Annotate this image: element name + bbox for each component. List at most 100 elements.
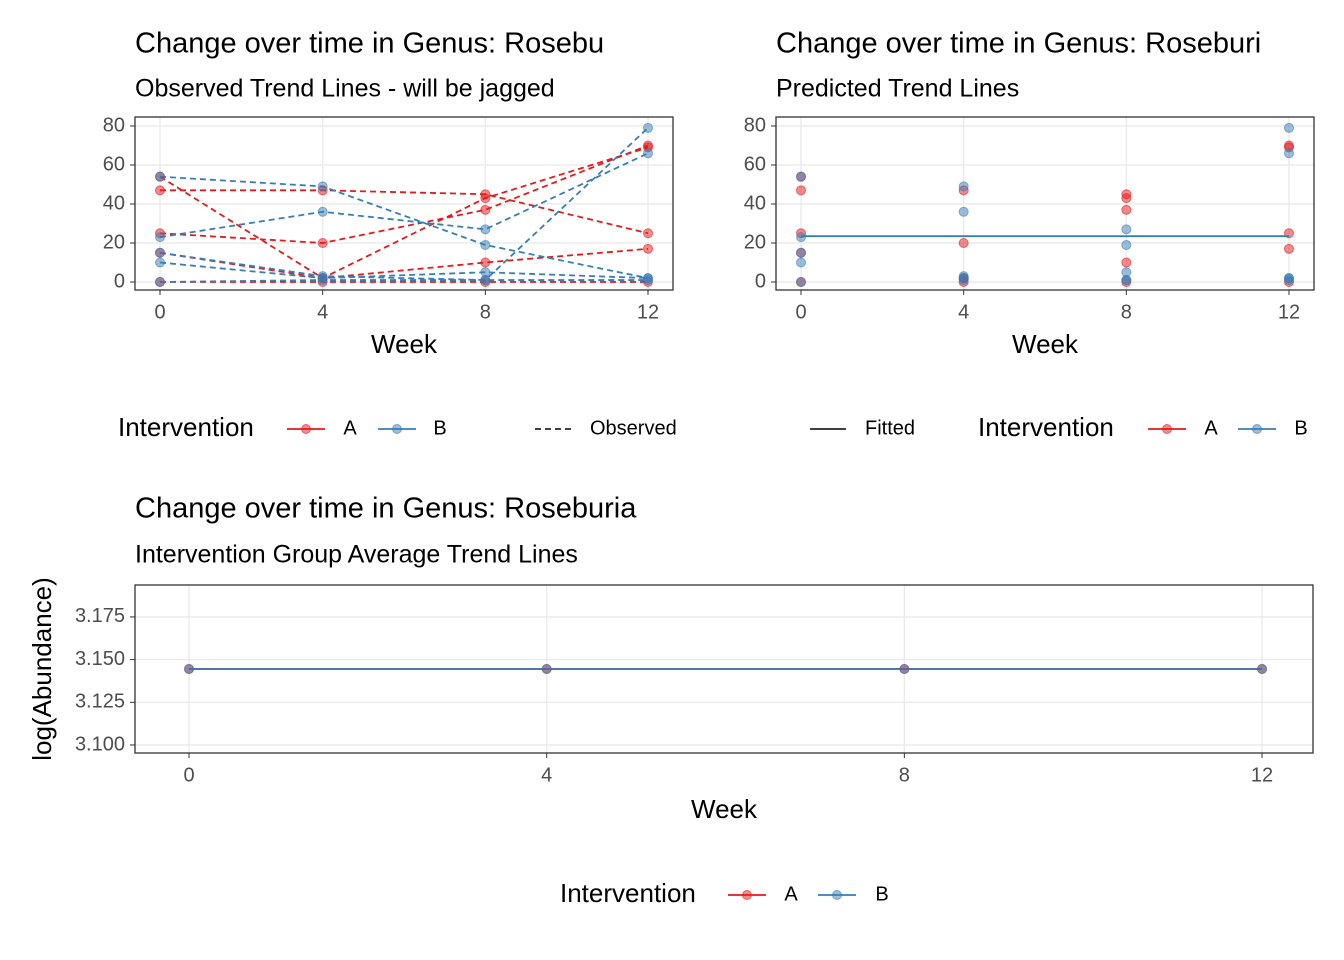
point (1121, 204, 1132, 215)
point (541, 664, 552, 674)
point (796, 257, 807, 268)
point (642, 228, 653, 239)
x-axis-title: Week (371, 329, 438, 359)
subject-line (159, 152, 649, 239)
plot-border (775, 116, 1315, 291)
y-tick-label: 3.100 (75, 733, 125, 755)
point (155, 277, 166, 288)
x-axis-title: Week (691, 794, 758, 824)
point (1121, 257, 1132, 268)
legend-label: A (343, 417, 357, 439)
y-tick-label: 0 (755, 270, 766, 292)
y-tick-label: 20 (744, 231, 766, 253)
subject-line (159, 144, 649, 244)
y-tick-label: 80 (103, 114, 125, 136)
point (155, 232, 166, 243)
y-tick-label: 3.150 (75, 648, 125, 670)
point (642, 122, 653, 133)
point (958, 237, 969, 248)
subject-line (159, 261, 649, 280)
point (1121, 275, 1132, 286)
y-axis-title: log(Abundance) (27, 577, 57, 761)
legend-key-point (301, 424, 311, 434)
chart-title: Change over time in Genus: Rosebu (135, 28, 604, 60)
point (958, 271, 969, 282)
x-tick-label: 4 (541, 764, 552, 786)
x-tick-label: 4 (317, 301, 328, 323)
legend-title: Intervention (118, 412, 254, 442)
point (642, 148, 653, 159)
chart-subtitle: Predicted Trend Lines (776, 75, 1019, 103)
point (317, 271, 328, 282)
subject-line (159, 146, 649, 280)
x-tick-label: 4 (958, 301, 969, 323)
point (480, 189, 491, 200)
point (899, 664, 910, 674)
legend-key-point (392, 424, 402, 434)
legend-label: Observed (590, 417, 677, 439)
x-tick-label: 12 (637, 301, 659, 323)
point (642, 275, 653, 286)
point (317, 206, 328, 217)
point (155, 171, 166, 182)
subject-line (159, 247, 649, 280)
point (796, 277, 807, 288)
legend-key-point (832, 890, 842, 900)
point (480, 275, 491, 286)
x-tick-label: 8 (480, 301, 491, 323)
point (184, 664, 195, 674)
point (796, 171, 807, 182)
point (958, 181, 969, 192)
legend-key-point (742, 890, 752, 900)
point (480, 224, 491, 235)
legend-title: Intervention (560, 878, 696, 908)
y-tick-label: 80 (744, 114, 766, 136)
point (480, 239, 491, 250)
subject-line (159, 251, 648, 281)
point (642, 243, 653, 254)
point (1257, 664, 1268, 674)
legend-key-point (1252, 424, 1262, 434)
y-tick-label: 40 (744, 192, 766, 214)
legend-title: Intervention (978, 412, 1114, 442)
chart-subtitle: Observed Trend Lines - will be jagged (135, 75, 555, 103)
x-tick-label: 8 (1121, 301, 1132, 323)
point (480, 257, 491, 268)
point (1283, 275, 1294, 286)
point (317, 181, 328, 192)
x-tick-label: 8 (899, 764, 910, 786)
legend-label: B (1294, 417, 1307, 439)
point (1283, 243, 1294, 254)
plot-border (134, 116, 674, 291)
y-tick-label: 0 (114, 270, 125, 292)
point (155, 185, 166, 196)
point (155, 247, 166, 258)
x-tick-label: 0 (154, 301, 165, 323)
x-axis-title: Week (1012, 329, 1079, 359)
point (796, 185, 807, 196)
plot-border (134, 584, 1314, 754)
point (1121, 224, 1132, 235)
point (155, 257, 166, 268)
legend-label: A (1204, 417, 1218, 439)
point (796, 232, 807, 243)
x-tick-label: 0 (183, 764, 194, 786)
subject-line (159, 175, 649, 279)
subject-line (159, 127, 649, 283)
chart-title: Change over time in Genus: Roseburi (776, 28, 1261, 60)
y-tick-label: 3.125 (75, 691, 125, 713)
legend-label: B (433, 417, 446, 439)
point (480, 204, 491, 215)
x-tick-label: 12 (1278, 301, 1300, 323)
y-tick-label: 60 (103, 153, 125, 175)
y-tick-label: 60 (744, 153, 766, 175)
x-tick-label: 12 (1251, 764, 1273, 786)
x-tick-label: 0 (795, 301, 806, 323)
legend-label: A (784, 883, 798, 905)
point (317, 237, 328, 248)
y-tick-label: 20 (103, 231, 125, 253)
subject-line (160, 189, 649, 235)
point (796, 247, 807, 258)
legend-label: Fitted (865, 417, 915, 439)
